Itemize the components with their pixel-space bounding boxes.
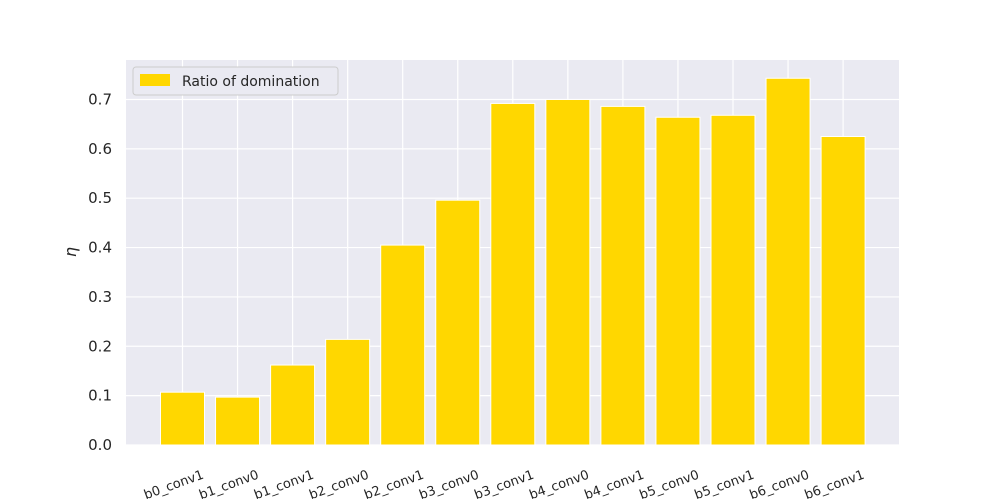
bar-b1_conv1	[270, 364, 316, 446]
x-tick-label: b1_conv0	[197, 468, 261, 500]
bar-b0_conv1	[160, 391, 205, 446]
x-tick-label: b6_conv0	[748, 468, 812, 500]
x-tick-label: b4_conv1	[583, 468, 647, 500]
y-tick-label: 0.2	[88, 337, 112, 355]
bar-b4_conv0	[545, 98, 591, 446]
x-tick-label: b3_conv1	[472, 468, 536, 500]
x-tick-label: b0_conv1	[142, 468, 206, 500]
bar-b5_conv1	[710, 114, 756, 446]
y-tick-label: 0.1	[88, 387, 112, 405]
y-axis-label: η	[61, 247, 80, 257]
x-tick-label: b3_conv0	[417, 468, 481, 500]
y-tick-labels: 0.0 0.1 0.2 0.3 0.4 0.5 0.6 0.7	[88, 90, 112, 454]
y-tick-label: 0.6	[88, 140, 112, 158]
bar-b6_conv0	[765, 77, 811, 446]
bar-b4_conv1	[600, 105, 646, 446]
y-tick-label: 0.3	[88, 288, 112, 306]
bar-b2_conv0	[325, 338, 371, 446]
x-tick-label: b4_conv0	[528, 468, 592, 500]
x-tick-label: b6_conv1	[803, 468, 867, 500]
y-tick-label: 0.4	[88, 239, 112, 257]
bar-b6_conv1	[820, 136, 866, 446]
bar-b3_conv1	[490, 102, 536, 446]
legend-swatch	[140, 74, 170, 86]
x-tick-label: b2_conv1	[362, 468, 426, 500]
bar-b2_conv1	[380, 244, 426, 446]
y-tick-label: 0.0	[88, 436, 112, 454]
legend: Ratio of domination	[132, 66, 339, 96]
bar-b1_conv0	[215, 396, 261, 446]
bars	[160, 77, 866, 446]
x-tick-label: b5_conv1	[693, 468, 757, 500]
x-tick-label: b1_conv1	[252, 468, 316, 500]
bar-b5_conv0	[655, 116, 701, 446]
x-tick-labels: b0_conv1b1_conv0b1_conv1b2_conv0b2_conv1…	[142, 468, 866, 500]
bar-b3_conv0	[435, 199, 481, 446]
y-tick-label: 0.7	[88, 90, 112, 108]
legend-label: Ratio of domination	[182, 74, 320, 90]
y-tick-label: 0.5	[88, 189, 112, 207]
x-tick-label: b5_conv0	[638, 468, 702, 500]
legend-box	[132, 66, 339, 96]
x-tick-label: b2_conv0	[307, 468, 371, 500]
